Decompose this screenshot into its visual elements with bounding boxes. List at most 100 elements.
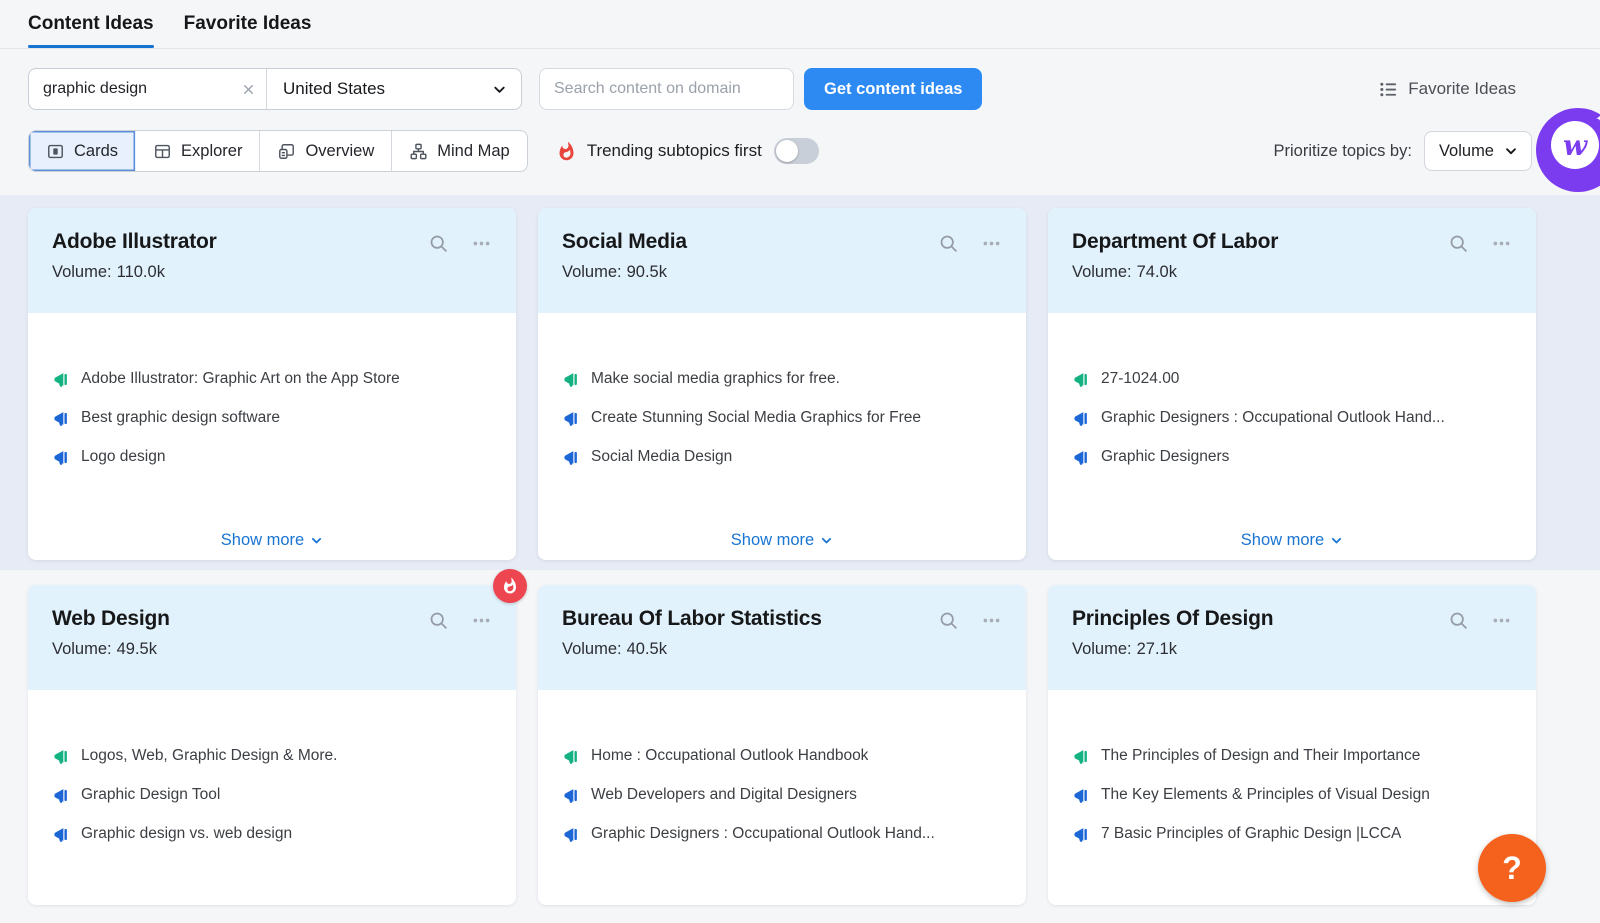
list-icon	[1379, 80, 1398, 99]
card-search-icon[interactable]	[1448, 610, 1469, 631]
megaphone-icon	[1072, 371, 1089, 388]
card-more-icon[interactable]	[471, 233, 492, 254]
favorite-ideas-link-label: Favorite Ideas	[1408, 79, 1516, 98]
idea-headline[interactable]: Graphic Designers	[1072, 447, 1512, 467]
tab-favorite-ideas[interactable]: Favorite Ideas	[184, 0, 312, 48]
idea-headline[interactable]: Graphic design vs. web design	[52, 824, 492, 844]
idea-headline[interactable]: Home : Occupational Outlook Handbook	[562, 746, 1002, 766]
fire-icon	[556, 141, 577, 162]
card-title: Bureau Of Labor Statistics	[562, 607, 822, 630]
topic-query-input[interactable]	[43, 80, 241, 98]
trending-subtopics-toggle[interactable]	[773, 138, 819, 164]
top-tab-bar: Content Ideas Favorite Ideas	[0, 0, 1600, 49]
card-title: Web Design	[52, 607, 170, 630]
card-volume: Volume: 49.5k	[52, 640, 157, 658]
assistant-widget-button[interactable]: w ✦	[1536, 108, 1600, 192]
trending-subtopics-control: Trending subtopics first	[556, 138, 819, 164]
card-more-icon[interactable]	[471, 610, 492, 631]
card-search-icon[interactable]	[938, 233, 959, 254]
card-volume: Volume: 90.5k	[562, 263, 667, 281]
show-more-link[interactable]: Show more	[28, 531, 516, 550]
topic-card-adobe-illustrator: Adobe Illustrator Volume: 110.0k	[28, 208, 516, 560]
idea-headline[interactable]: 27-1024.00	[1072, 369, 1512, 389]
view-explorer-label: Explorer	[181, 141, 243, 160]
view-explorer-button[interactable]: Explorer	[136, 131, 261, 171]
idea-headline[interactable]: Logo design	[52, 447, 492, 467]
megaphone-icon	[1072, 449, 1089, 466]
idea-headline[interactable]: Logos, Web, Graphic Design & More.	[52, 746, 492, 766]
topic-card-department-of-labor: Department Of Labor Volume: 74.0k	[1048, 208, 1536, 560]
search-row: United States Get content ideas Favorite…	[28, 68, 1572, 110]
trending-subtopics-label: Trending subtopics first	[586, 141, 762, 160]
view-switcher: Cards Explorer Overview Mind Map	[28, 130, 528, 172]
prioritize-select[interactable]: Volume	[1423, 131, 1532, 171]
idea-headline[interactable]: 7 Basic Principles of Graphic Design |LC…	[1072, 824, 1512, 844]
view-cards-button[interactable]: Cards	[29, 131, 137, 171]
chevron-down-icon	[1330, 534, 1343, 547]
topic-card-web-design: Web Design Volume: 49.5k	[28, 569, 527, 905]
idea-headline[interactable]: Adobe Illustrator: Graphic Art on the Ap…	[52, 369, 492, 389]
toolbar-row: Cards Explorer Overview Mind Map	[28, 130, 1572, 172]
idea-headline[interactable]: Create Stunning Social Media Graphics fo…	[562, 408, 1002, 428]
view-mindmap-label: Mind Map	[437, 141, 510, 160]
card-search-icon[interactable]	[428, 610, 449, 631]
card-more-icon[interactable]	[1491, 233, 1512, 254]
domain-search-input[interactable]	[554, 80, 779, 98]
idea-headline[interactable]: The Key Elements & Principles of Visual …	[1072, 785, 1512, 805]
idea-headline[interactable]: The Principles of Design and Their Impor…	[1072, 746, 1512, 766]
idea-headline[interactable]: Make social media graphics for free.	[562, 369, 1002, 389]
card-more-icon[interactable]	[981, 233, 1002, 254]
tab-favorite-ideas-label: Favorite Ideas	[183, 13, 312, 34]
card-title: Social Media	[562, 230, 687, 253]
card-more-icon[interactable]	[1491, 610, 1512, 631]
chevron-down-icon	[1504, 144, 1518, 158]
megaphone-icon	[52, 449, 69, 466]
idea-headline[interactable]: Best graphic design software	[52, 408, 492, 428]
card-search-icon[interactable]	[938, 610, 959, 631]
sparkle-icon: ✦	[1595, 109, 1600, 129]
idea-headline[interactable]: Web Developers and Digital Designers	[562, 785, 1002, 805]
idea-headline[interactable]: Graphic Designers : Occupational Outlook…	[562, 824, 1002, 844]
view-mindmap-button[interactable]: Mind Map	[392, 131, 526, 171]
card-volume: Volume: 27.1k	[1072, 640, 1177, 658]
tab-content-ideas-label: Content Ideas	[28, 13, 154, 34]
prioritize-control: Prioritize topics by: Volume	[1273, 131, 1532, 171]
favorite-ideas-link[interactable]: Favorite Ideas	[1379, 79, 1516, 99]
country-select-value: United States	[283, 79, 386, 98]
topic-query-box	[29, 69, 266, 109]
card-search-icon[interactable]	[428, 233, 449, 254]
input-divider	[266, 69, 267, 109]
controls-area: United States Get content ideas Favorite…	[0, 68, 1600, 172]
view-overview-label: Overview	[305, 141, 375, 160]
megaphone-icon	[52, 410, 69, 427]
assistant-logo: w	[1551, 121, 1599, 169]
megaphone-icon	[562, 826, 579, 843]
idea-headline[interactable]: Graphic Design Tool	[52, 785, 492, 805]
toggle-knob	[775, 140, 798, 162]
cards-view-icon	[46, 142, 65, 161]
megaphone-icon	[52, 748, 69, 765]
cards-row-2-band: Web Design Volume: 49.5k	[0, 569, 1600, 905]
show-more-link[interactable]: Show more	[538, 531, 1026, 550]
tab-content-ideas[interactable]: Content Ideas	[28, 0, 154, 48]
megaphone-icon	[562, 449, 579, 466]
show-more-link[interactable]: Show more	[1048, 531, 1536, 550]
megaphone-icon	[562, 787, 579, 804]
clear-query-icon[interactable]	[241, 82, 256, 97]
card-more-icon[interactable]	[981, 610, 1002, 631]
card-search-icon[interactable]	[1448, 233, 1469, 254]
get-content-ideas-button[interactable]: Get content ideas	[804, 68, 983, 110]
megaphone-icon	[1072, 748, 1089, 765]
megaphone-icon	[1072, 410, 1089, 427]
chevron-down-icon	[310, 534, 323, 547]
view-cards-label: Cards	[74, 141, 119, 160]
country-select[interactable]: United States	[267, 69, 521, 109]
explorer-view-icon	[153, 142, 172, 161]
view-overview-button[interactable]: Overview	[260, 131, 393, 171]
help-button[interactable]: ?	[1478, 834, 1546, 902]
card-title: Adobe Illustrator	[52, 230, 217, 253]
idea-headline[interactable]: Social Media Design	[562, 447, 1002, 467]
prioritize-topics-label: Prioritize topics by:	[1273, 141, 1412, 160]
idea-headline[interactable]: Graphic Designers : Occupational Outlook…	[1072, 408, 1512, 428]
card-volume: Volume: 40.5k	[562, 640, 667, 658]
